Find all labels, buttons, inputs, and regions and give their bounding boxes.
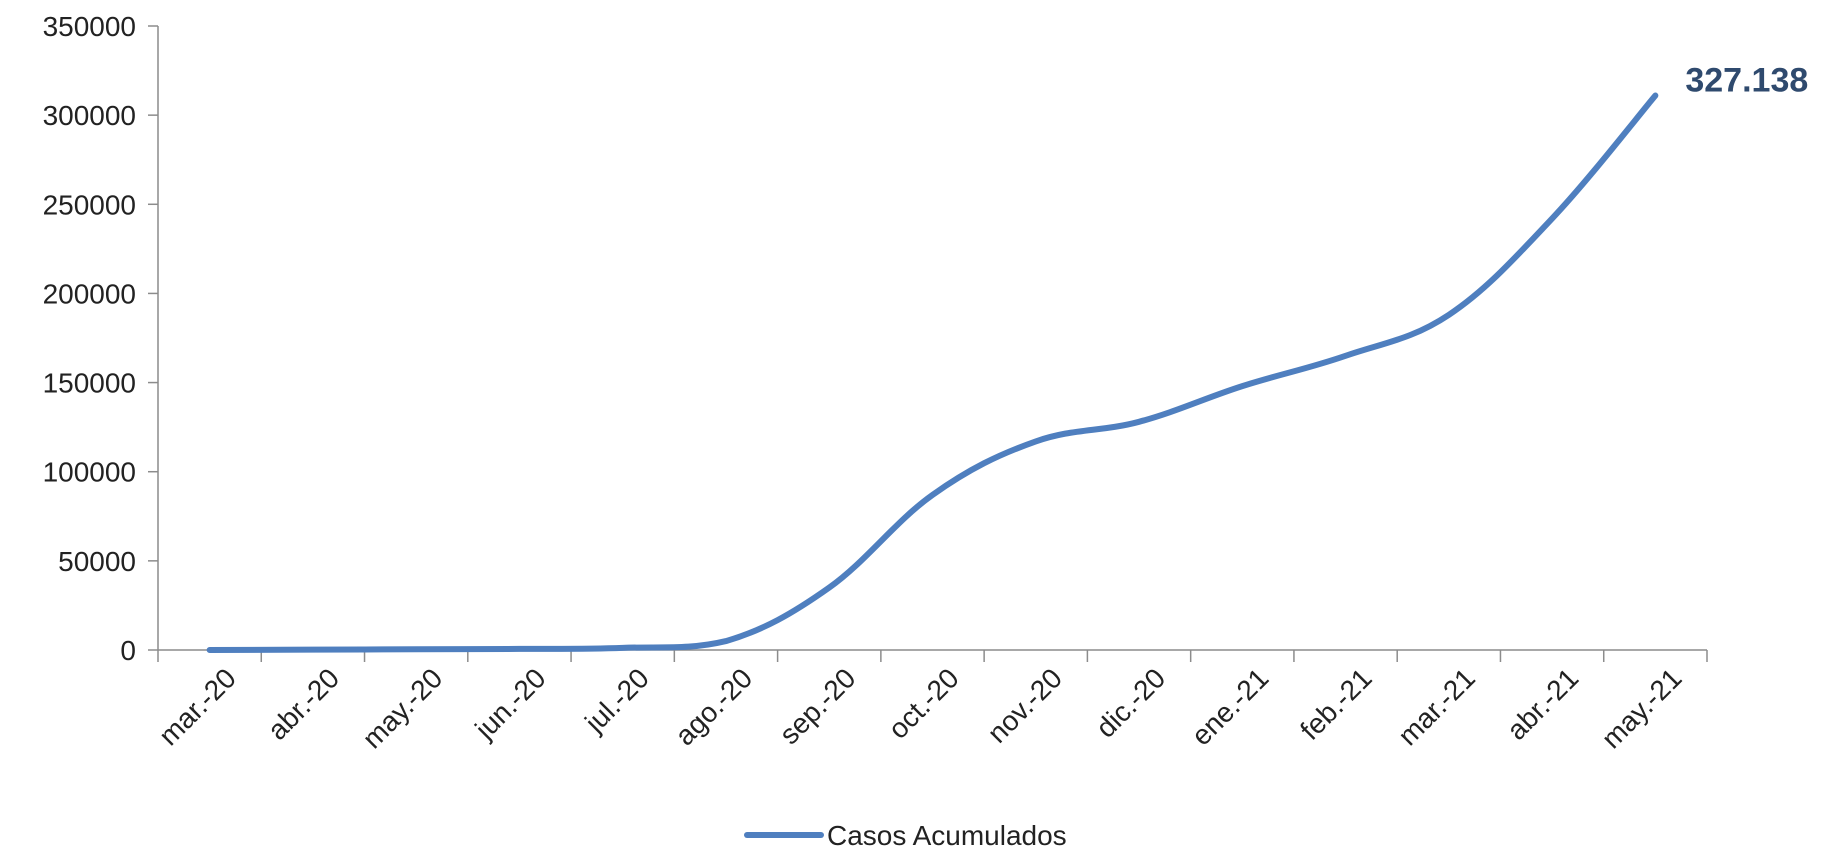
x-tick-label: mar.-21 bbox=[1392, 662, 1481, 751]
y-tick-label: 250000 bbox=[43, 189, 136, 220]
annotation-layer: 327.138 bbox=[1685, 62, 1808, 100]
x-tick-label: ago.-20 bbox=[669, 662, 758, 751]
data-label: 327.138 bbox=[1685, 62, 1808, 100]
legend-label: Casos Acumulados bbox=[827, 820, 1067, 851]
series-layer bbox=[206, 92, 1659, 653]
x-tick-label: abr.-21 bbox=[1501, 662, 1585, 746]
series-line bbox=[206, 92, 1659, 653]
x-axis: mar.-20 abr.-20 may.-20 jun.-20 jul.-20 ago.-… bbox=[153, 649, 1708, 754]
x-tick-label: feb.-21 bbox=[1294, 662, 1378, 746]
x-tick-label: jul.-20 bbox=[578, 662, 655, 739]
y-tick-label: 200000 bbox=[43, 278, 136, 309]
x-tick-label: oct.-20 bbox=[882, 662, 964, 744]
y-tick-label: 50000 bbox=[58, 546, 136, 577]
x-tick-label: may.-21 bbox=[1596, 662, 1688, 754]
legend: Casos Acumulados bbox=[744, 820, 1067, 851]
y-tick-label: 300000 bbox=[43, 100, 136, 131]
x-tick-label: sep.-20 bbox=[774, 662, 862, 750]
y-tick-label: 150000 bbox=[43, 368, 136, 399]
x-tick-label: ene.-21 bbox=[1185, 662, 1274, 751]
x-tick-label: abr.-20 bbox=[262, 662, 346, 746]
y-tick-label: 350000 bbox=[43, 11, 136, 42]
x-tick-label: jun.-20 bbox=[469, 662, 552, 745]
x-tick-label: nov.-20 bbox=[982, 662, 1068, 748]
x-tick-label: dic.-20 bbox=[1090, 662, 1171, 743]
y-tick-label: 0 bbox=[120, 635, 136, 666]
x-tick-label: may.-20 bbox=[356, 662, 448, 754]
x-tick-label: mar.-20 bbox=[153, 662, 242, 751]
y-axis: 0 50000 100000 150000 200000 250000 300000 3500… bbox=[43, 11, 159, 666]
y-tick-label: 100000 bbox=[43, 457, 136, 488]
